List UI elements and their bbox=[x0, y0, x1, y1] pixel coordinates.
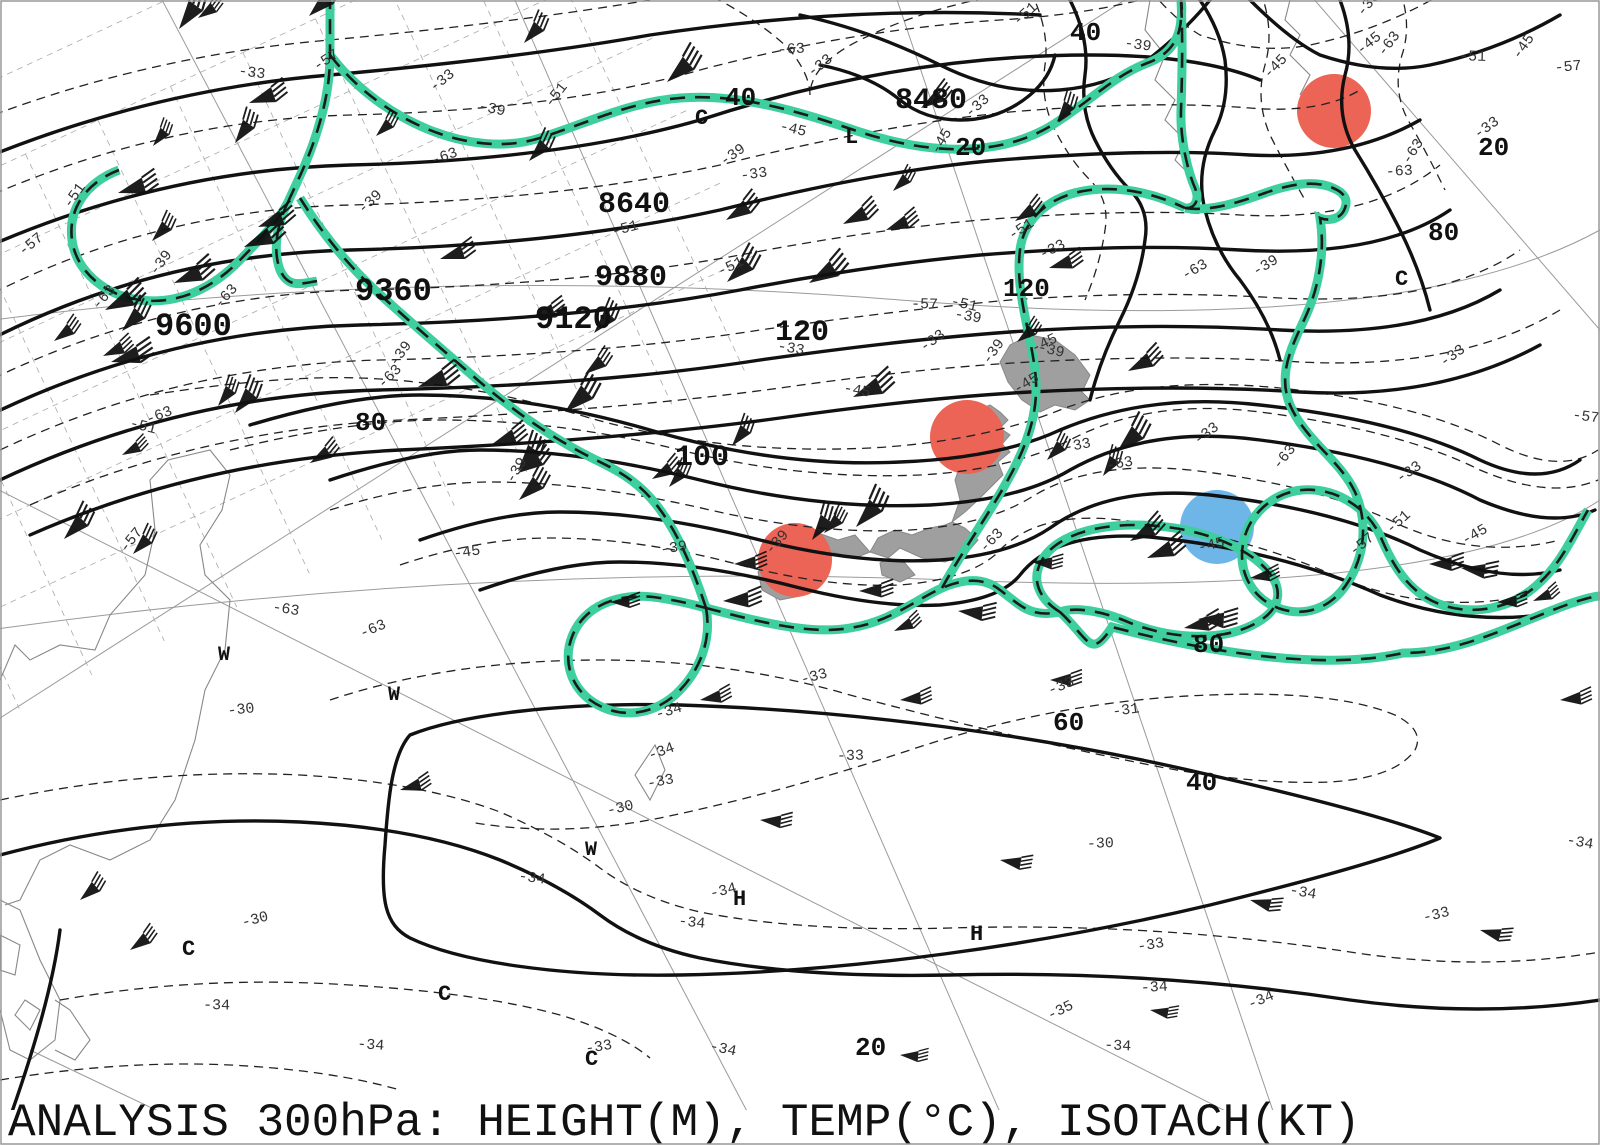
svg-text:80: 80 bbox=[355, 408, 386, 438]
svg-text:-34: -34 bbox=[1104, 1037, 1132, 1055]
svg-text:-51: -51 bbox=[1459, 48, 1487, 66]
svg-text:C: C bbox=[585, 1047, 598, 1072]
svg-text:-34: -34 bbox=[1140, 979, 1168, 997]
svg-text:W: W bbox=[388, 684, 400, 707]
svg-text:ANALYSIS 300hPa: HEIGHT(M), TE: ANALYSIS 300hPa: HEIGHT(M), TEMP(°C), IS… bbox=[8, 1097, 1361, 1145]
svg-text:C: C bbox=[695, 106, 708, 131]
svg-text:120: 120 bbox=[775, 316, 829, 350]
svg-text:-33: -33 bbox=[837, 748, 864, 765]
svg-text:C: C bbox=[1395, 267, 1408, 292]
svg-text:-30: -30 bbox=[1087, 835, 1115, 853]
svg-text:9880: 9880 bbox=[595, 261, 667, 295]
svg-text:100: 100 bbox=[675, 441, 729, 475]
svg-text:-33: -33 bbox=[237, 63, 266, 83]
svg-text:9360: 9360 bbox=[355, 273, 432, 310]
svg-text:40: 40 bbox=[725, 83, 756, 113]
svg-text:120: 120 bbox=[1003, 274, 1050, 304]
svg-text:9120: 9120 bbox=[535, 301, 612, 338]
svg-text:8480: 8480 bbox=[895, 84, 967, 118]
svg-text:-57: -57 bbox=[1554, 58, 1582, 77]
svg-text:-30: -30 bbox=[227, 700, 256, 720]
svg-text:-57: -57 bbox=[911, 296, 938, 313]
svg-text:-34: -34 bbox=[677, 913, 706, 933]
svg-text:C: C bbox=[182, 937, 195, 962]
svg-text:H: H bbox=[970, 922, 983, 947]
svg-text:-34: -34 bbox=[357, 1036, 385, 1055]
svg-text:8640: 8640 bbox=[598, 188, 670, 222]
svg-text:40: 40 bbox=[1186, 768, 1217, 798]
svg-text:40: 40 bbox=[1070, 18, 1101, 48]
svg-text:-34: -34 bbox=[203, 997, 230, 1014]
svg-text:W: W bbox=[585, 839, 597, 862]
svg-text:C: C bbox=[438, 982, 451, 1007]
svg-text:20: 20 bbox=[855, 1033, 886, 1063]
svg-text:80: 80 bbox=[1193, 630, 1224, 660]
svg-text:9600: 9600 bbox=[155, 308, 232, 345]
svg-text:20: 20 bbox=[1478, 133, 1509, 163]
svg-text:-63: -63 bbox=[777, 41, 805, 59]
svg-text:-57: -57 bbox=[1571, 407, 1600, 427]
svg-text:20: 20 bbox=[955, 133, 986, 163]
svg-text:80: 80 bbox=[1428, 218, 1459, 248]
svg-text:L: L bbox=[845, 125, 858, 150]
svg-text:60: 60 bbox=[1053, 708, 1084, 738]
svg-text:W: W bbox=[218, 644, 230, 667]
svg-text:H: H bbox=[733, 887, 746, 912]
